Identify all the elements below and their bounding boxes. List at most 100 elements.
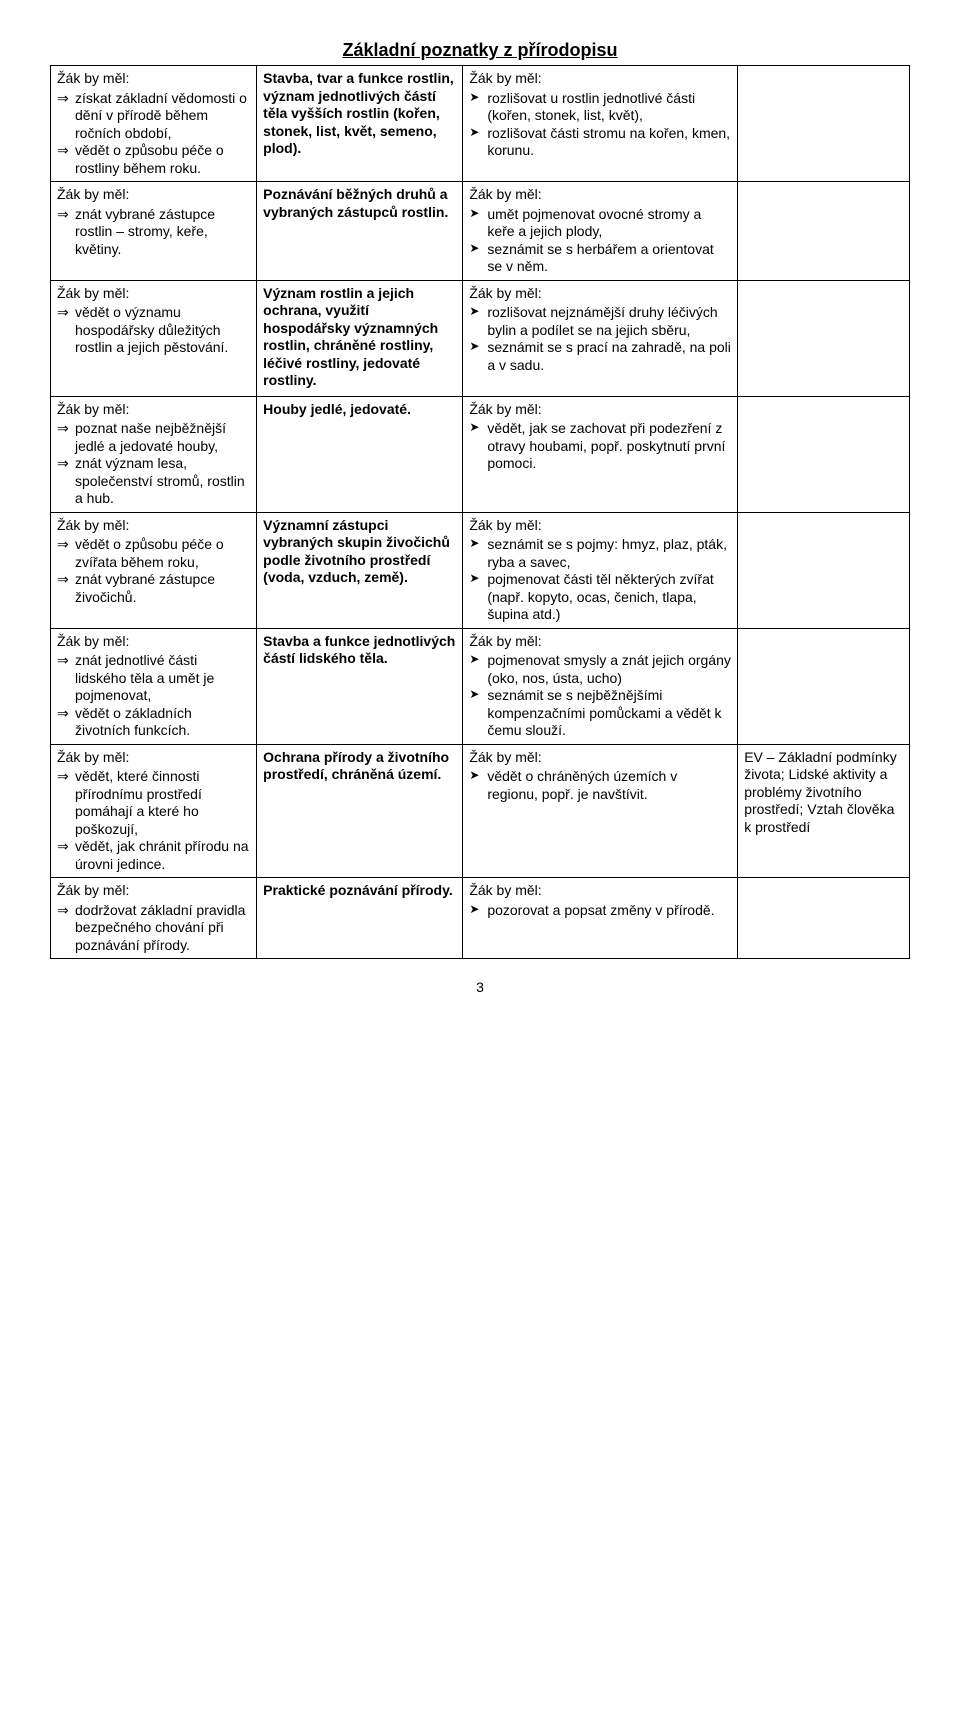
- page-title: Základní poznatky z přírodopisu: [50, 40, 910, 61]
- curriculum-table: Žák by měl: získat základní vědomosti o d…: [50, 65, 910, 959]
- lead-text: Žák by měl:: [57, 186, 250, 204]
- topic-cell: Poznávání běžných druhů a vybraných zást…: [257, 182, 463, 281]
- topic-cell: Význam rostlin a jejich ochrana, využití…: [257, 280, 463, 396]
- table-row: Žák by měl:vědět, které činnosti přírodn…: [51, 744, 910, 878]
- list-item: seznámit se s nejběžnějšími kompenzačním…: [487, 687, 731, 740]
- lead-text: Žák by měl:: [469, 633, 731, 651]
- outcomes-cell: Žák by měl:pojmenovat smysly a znát jeji…: [463, 628, 738, 744]
- note-cell: [738, 182, 910, 281]
- list-item: vědět o způsobu péče o zvířata během rok…: [75, 536, 250, 571]
- table-row: Žák by měl: znát vybrané zástupce rostlin…: [51, 182, 910, 281]
- lead-text: Žák by měl:: [469, 401, 731, 419]
- outcomes-cell: Žák by měl: rozlišovat u rostlin jednotli…: [463, 66, 738, 182]
- objectives-list: znát vybrané zástupce rostlin – stromy, …: [57, 206, 250, 259]
- list-item: rozlišovat nejznámější druhy léčivých by…: [487, 304, 731, 339]
- topic-text: Poznávání běžných druhů a vybraných zást…: [263, 186, 456, 221]
- list-item: vědět, které činnosti přírodnímu prostře…: [75, 768, 250, 838]
- table-row: Žák by měl: dodržovat základní pravidla b…: [51, 878, 910, 959]
- lead-text: Žák by měl:: [469, 70, 731, 88]
- list-item: vědět o chráněných územích v regionu, po…: [487, 768, 731, 803]
- lead-text: Žák by měl:: [57, 401, 250, 419]
- outcomes-list: rozlišovat u rostlin jednotlivé části (k…: [469, 90, 731, 160]
- note-cell: [738, 878, 910, 959]
- objectives-cell: Žák by měl:vědět, které činnosti přírodn…: [51, 744, 257, 878]
- table-row: Žák by měl:vědět o významu hospodářsky d…: [51, 280, 910, 396]
- topic-text: Význam rostlin a jejich ochrana, využití…: [263, 285, 456, 390]
- table-row: Žák by měl: získat základní vědomosti o d…: [51, 66, 910, 182]
- objectives-cell: Žák by měl:znát jednotlivé části lidskéh…: [51, 628, 257, 744]
- topic-text: Významní zástupci vybraných skupin živoč…: [263, 517, 456, 587]
- list-item: pozorovat a popsat změny v přírodě.: [487, 902, 731, 920]
- objectives-list: získat základní vědomosti o dění v příro…: [57, 90, 250, 178]
- table-row: Žák by měl: vědět o způsobu péče o zvířat…: [51, 512, 910, 628]
- lead-text: Žák by měl:: [469, 186, 731, 204]
- objectives-list: vědět o způsobu péče o zvířata během rok…: [57, 536, 250, 606]
- outcomes-cell: Žák by měl:vědět o chráněných územích v …: [463, 744, 738, 878]
- table-row: Žák by měl:poznat naše nejběžnější jedlé…: [51, 396, 910, 512]
- objectives-cell: Žák by měl:poznat naše nejběžnější jedlé…: [51, 396, 257, 512]
- outcomes-list: vědět, jak se zachovat při podezření z o…: [469, 420, 731, 473]
- lead-text: Žák by měl:: [469, 517, 731, 535]
- list-item: vědět, jak se zachovat při podezření z o…: [487, 420, 731, 473]
- topic-text: Stavba, tvar a funkce rostlin, význam je…: [263, 70, 456, 158]
- lead-text: Žák by měl:: [57, 882, 250, 900]
- topic-text: Houby jedlé, jedovaté.: [263, 401, 456, 419]
- topic-cell: Významní zástupci vybraných skupin živoč…: [257, 512, 463, 628]
- note-cell: [738, 512, 910, 628]
- lead-text: Žák by měl:: [57, 749, 250, 767]
- objectives-list: poznat naše nejběžnější jedlé a jedovaté…: [57, 420, 250, 508]
- topic-cell: Stavba, tvar a funkce rostlin, význam je…: [257, 66, 463, 182]
- list-item: rozlišovat u rostlin jednotlivé části (k…: [487, 90, 731, 125]
- list-item: rozlišovat části stromu na kořen, kmen, …: [487, 125, 731, 160]
- objectives-cell: Žák by měl: získat základní vědomosti o d…: [51, 66, 257, 182]
- list-item: znát vybrané zástupce rostlin – stromy, …: [75, 206, 250, 259]
- objectives-list: vědět, které činnosti přírodnímu prostře…: [57, 768, 250, 873]
- lead-text: Žák by měl:: [57, 285, 250, 303]
- list-item: vědět o základních životních funkcích.: [75, 705, 250, 740]
- list-item: pojmenovat části těl některých zvířat (n…: [487, 571, 731, 624]
- objectives-list: znát jednotlivé části lidského těla a um…: [57, 652, 250, 740]
- page-number: 3: [50, 979, 910, 995]
- list-item: seznámit se s prací na zahradě, na poli …: [487, 339, 731, 374]
- note-cell: EV – Základní podmínky života; Lidské ak…: [738, 744, 910, 878]
- objectives-cell: Žák by měl: dodržovat základní pravidla b…: [51, 878, 257, 959]
- objectives-list: vědět o významu hospodářsky důležitých r…: [57, 304, 250, 357]
- lead-text: Žák by měl:: [469, 285, 731, 303]
- outcomes-cell: Žák by měl:seznámit se s pojmy: hmyz, pl…: [463, 512, 738, 628]
- lead-text: Žák by měl:: [57, 633, 250, 651]
- topic-text: Praktické poznávání přírody.: [263, 882, 456, 900]
- topic-cell: Ochrana přírody a životního prostředí, c…: [257, 744, 463, 878]
- objectives-list: dodržovat základní pravidla bezpečného c…: [57, 902, 250, 955]
- outcomes-cell: Žák by měl:pozorovat a popsat změny v př…: [463, 878, 738, 959]
- list-item: vědět, jak chránit přírodu na úrovni jed…: [75, 838, 250, 873]
- outcomes-list: rozlišovat nejznámější druhy léčivých by…: [469, 304, 731, 374]
- outcomes-list: umět pojmenovat ovocné stromy a keře a j…: [469, 206, 731, 276]
- outcomes-list: seznámit se s pojmy: hmyz, plaz, pták, r…: [469, 536, 731, 624]
- list-item: seznámit se s pojmy: hmyz, plaz, pták, r…: [487, 536, 731, 571]
- list-item: seznámit se s herbářem a orientovat se v…: [487, 241, 731, 276]
- note-cell: [738, 396, 910, 512]
- list-item: umět pojmenovat ovocné stromy a keře a j…: [487, 206, 731, 241]
- topic-text: Stavba a funkce jednotlivých částí lidsk…: [263, 633, 456, 668]
- list-item: pojmenovat smysly a znát jejich orgány (…: [487, 652, 731, 687]
- topic-cell: Houby jedlé, jedovaté.: [257, 396, 463, 512]
- list-item: vědět o významu hospodářsky důležitých r…: [75, 304, 250, 357]
- list-item: dodržovat základní pravidla bezpečného c…: [75, 902, 250, 955]
- outcomes-list: pozorovat a popsat změny v přírodě.: [469, 902, 731, 920]
- outcomes-list: pojmenovat smysly a znát jejich orgány (…: [469, 652, 731, 740]
- list-item: znát vybrané zástupce živočichů.: [75, 571, 250, 606]
- topic-text: Ochrana přírody a životního prostředí, c…: [263, 749, 456, 784]
- note-cell: [738, 628, 910, 744]
- topic-cell: Stavba a funkce jednotlivých částí lidsk…: [257, 628, 463, 744]
- list-item: vědět o způsobu péče o rostliny během ro…: [75, 142, 250, 177]
- outcomes-cell: Žák by měl:rozlišovat nejznámější druhy …: [463, 280, 738, 396]
- lead-text: Žák by měl:: [469, 749, 731, 767]
- list-item: poznat naše nejběžnější jedlé a jedovaté…: [75, 420, 250, 455]
- lead-text: Žák by měl:: [57, 70, 250, 88]
- list-item: získat základní vědomosti o dění v příro…: [75, 90, 250, 143]
- topic-cell: Praktické poznávání přírody.: [257, 878, 463, 959]
- note-cell: [738, 66, 910, 182]
- outcomes-cell: Žák by měl:vědět, jak se zachovat při po…: [463, 396, 738, 512]
- objectives-cell: Žák by měl:vědět o způsobu péče o zvířat…: [51, 512, 257, 628]
- objectives-cell: Žák by měl:vědět o významu hospodářsky d…: [51, 280, 257, 396]
